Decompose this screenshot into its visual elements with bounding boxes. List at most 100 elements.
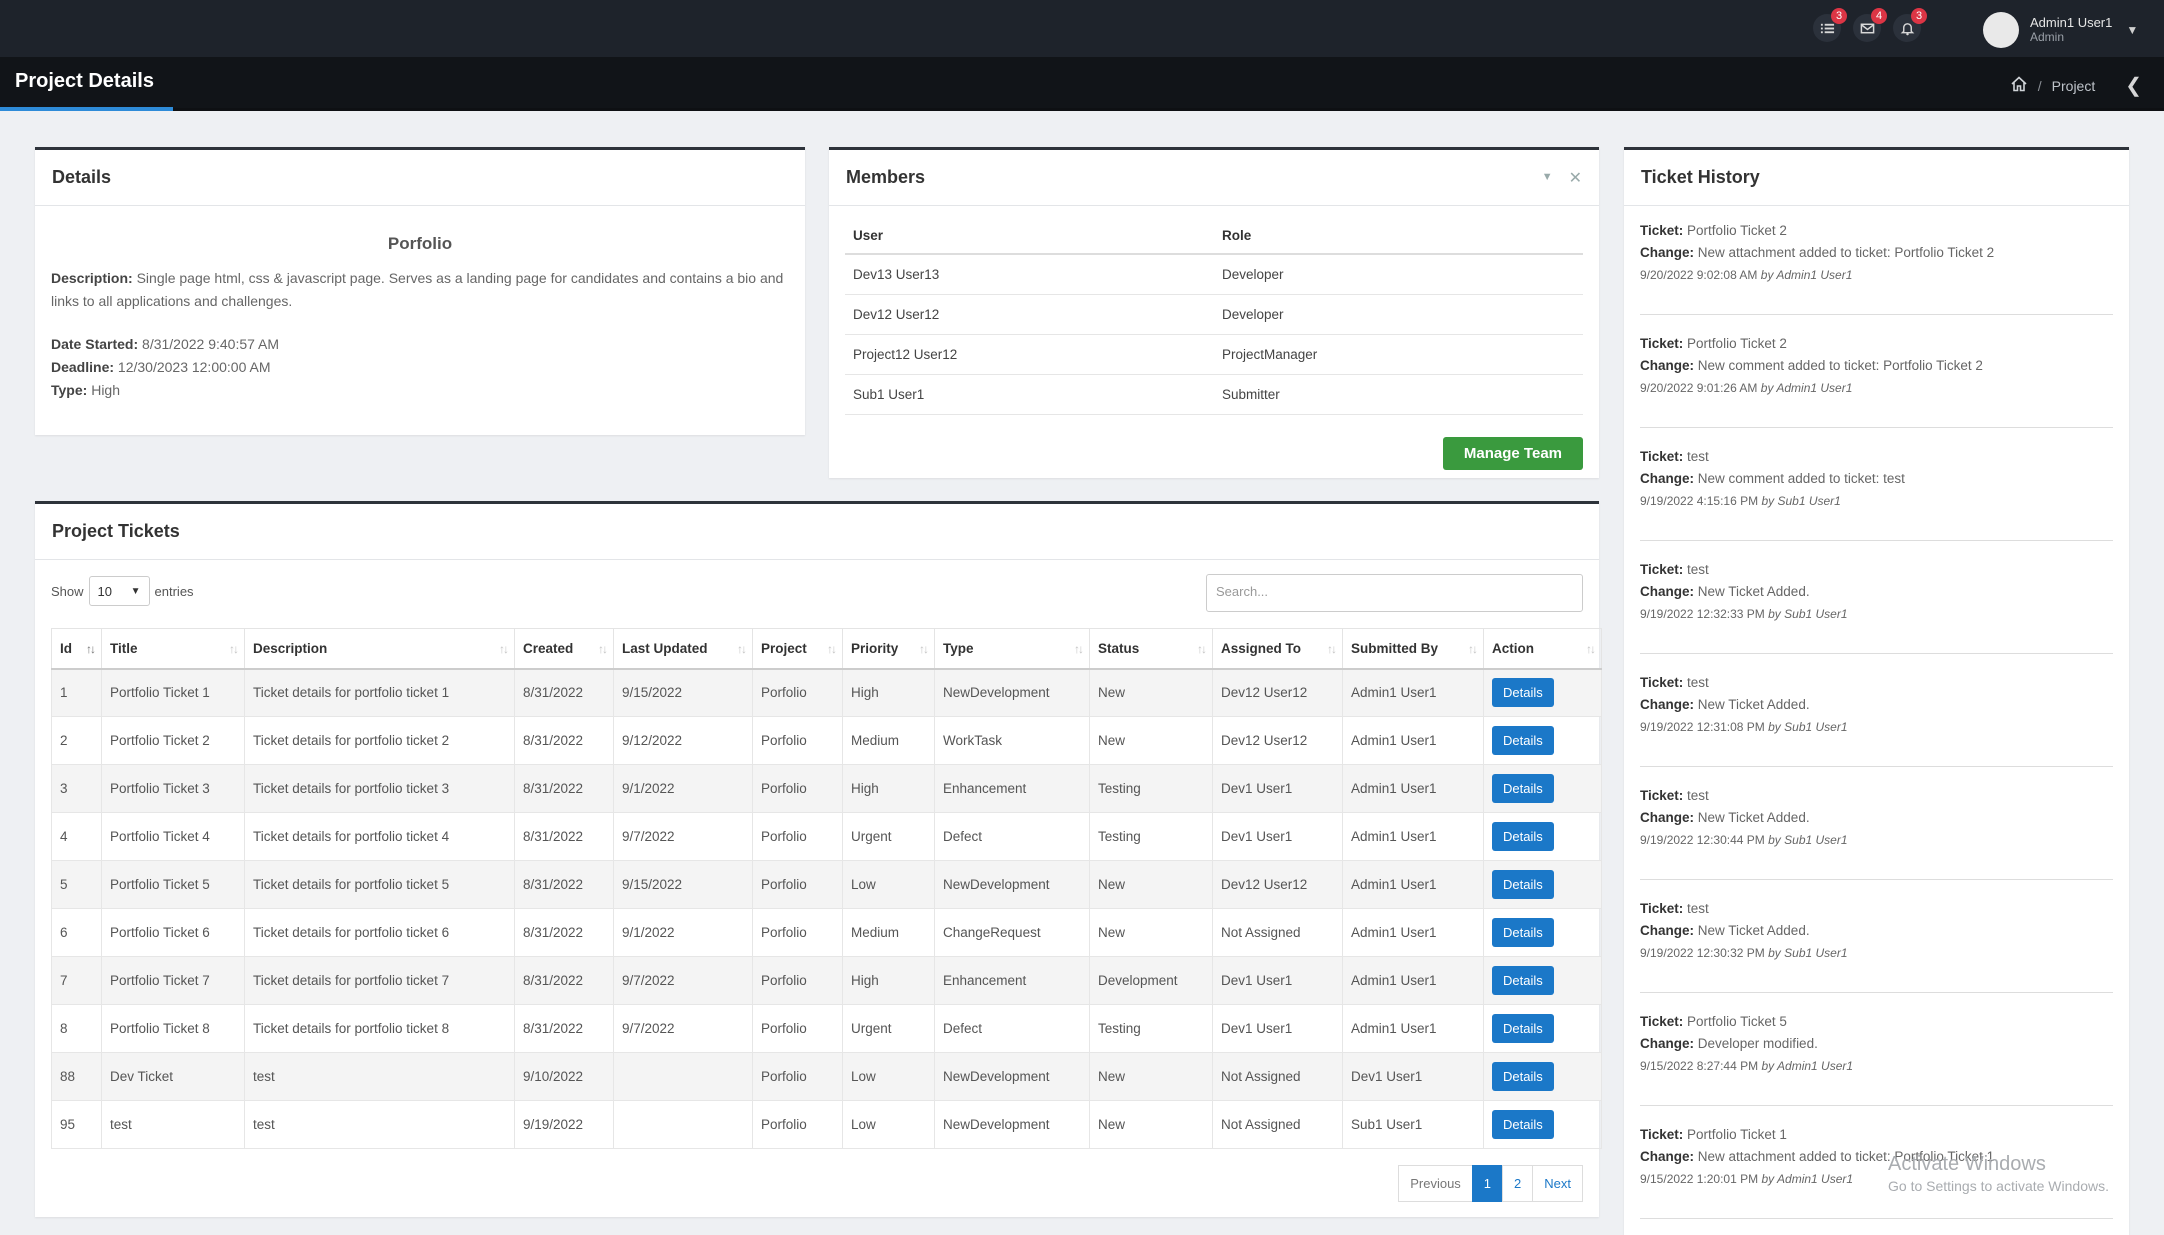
history-change-value: New comment added to ticket: Portfolio T…	[1697, 358, 1983, 373]
ticket-submitted-by: Sub1 User1	[1342, 1100, 1484, 1149]
close-icon[interactable]: ✕	[1568, 169, 1582, 187]
member-row: Dev13 User13 Developer	[845, 254, 1583, 295]
watermark-line1: Activate Windows	[1888, 1153, 2046, 1175]
col-created[interactable]: Created ↑↓	[514, 628, 614, 670]
history-timestamp: 9/15/2022 8:27:44 PM by Admin1 User1	[1640, 1055, 2113, 1077]
col-priority[interactable]: Priority ↑↓	[842, 628, 935, 670]
page-2-button[interactable]: 2	[1502, 1165, 1534, 1202]
search-input[interactable]: Search...	[1206, 574, 1583, 612]
breadcrumb-project[interactable]: Project	[2051, 77, 2096, 94]
notifications-badge: 3	[1911, 8, 1927, 24]
details-button[interactable]: Details	[1492, 1110, 1554, 1139]
details-button[interactable]: Details	[1492, 1014, 1554, 1043]
col-description[interactable]: Description ↑↓	[244, 628, 515, 670]
chevron-down-icon[interactable]: ▼	[2126, 23, 2139, 37]
col-title[interactable]: Title ↑↓	[101, 628, 245, 670]
col-id[interactable]: Id ↑↓	[51, 628, 102, 670]
ticket-label: Ticket:	[1640, 336, 1684, 351]
history-item: Ticket: test Change: New Ticket Added. 9/1…	[1640, 672, 2113, 767]
date-started-value: 8/31/2022 9:40:57 AM	[142, 336, 280, 352]
ticket-created: 8/31/2022	[514, 716, 614, 765]
history-timestamp: 9/20/2022 9:02:08 AM by Admin1 User1	[1640, 264, 2113, 286]
breadcrumb: / Project ❮	[2010, 73, 2142, 98]
members-col-user[interactable]: User	[845, 218, 1214, 255]
details-button[interactable]: Details	[1492, 774, 1554, 803]
details-button[interactable]: Details	[1492, 678, 1554, 708]
history-change: Change: New Ticket Added.	[1640, 694, 2113, 716]
col-type[interactable]: Type ↑↓	[934, 628, 1090, 670]
history-ticket-value: test	[1687, 562, 1709, 577]
sort-icon: ↑↓	[229, 642, 239, 656]
col-id-label: Id	[60, 640, 72, 656]
ticket-description: Ticket details for portfolio ticket 3	[244, 764, 515, 813]
history-by-label: by	[1768, 833, 1781, 847]
ticket-action: Details	[1483, 812, 1602, 861]
ticket-type: Enhancement	[934, 956, 1090, 1005]
previous-button[interactable]: Previous	[1398, 1165, 1473, 1202]
history-ticket: Ticket: Portfolio Ticket 1	[1640, 1124, 2113, 1146]
tickets-card-header: Project Tickets	[35, 504, 1599, 560]
top-navbar: 3 4 3 Admin1 User1 Admin ▼	[0, 0, 2164, 57]
col-assigned-to[interactable]: Assigned To ↑↓	[1212, 628, 1343, 670]
col-status[interactable]: Status ↑↓	[1089, 628, 1213, 670]
details-button[interactable]: Details	[1492, 726, 1554, 755]
next-button[interactable]: Next	[1532, 1165, 1583, 1202]
ticket-priority: High	[842, 668, 935, 717]
sort-icon: ↑↓	[1197, 642, 1207, 656]
history-time-value: 9/15/2022 1:20:01 PM	[1640, 1172, 1759, 1186]
history-ticket-value: test	[1687, 675, 1709, 690]
home-icon[interactable]	[2010, 75, 2028, 96]
ticket-last-updated: 9/7/2022	[613, 956, 753, 1005]
col-submitted-by[interactable]: Submitted By ↑↓	[1342, 628, 1484, 670]
collapse-icon[interactable]: ▼	[1541, 170, 1553, 183]
col-action[interactable]: Action ↑↓	[1483, 628, 1602, 670]
entries-select[interactable]: 10 ▼	[88, 576, 150, 606]
ticket-status: New	[1089, 668, 1213, 717]
ticket-priority: Low	[842, 1052, 935, 1101]
tasks-button[interactable]: 3	[1813, 8, 1847, 42]
ticket-description: Ticket details for portfolio ticket 7	[244, 956, 515, 1005]
history-ticket-value: Portfolio Ticket 2	[1687, 336, 1787, 351]
history-time-value: 9/20/2022 9:01:26 AM	[1640, 381, 1758, 395]
history-by-label: by	[1760, 381, 1774, 395]
ticket-last-updated: 9/1/2022	[613, 908, 753, 957]
page-1-button[interactable]: 1	[1471, 1165, 1504, 1202]
details-button[interactable]: Details	[1492, 966, 1554, 995]
table-row: 7 Portfolio Ticket 7 Ticket details for po…	[51, 956, 1602, 1005]
ticket-created: 8/31/2022	[514, 812, 614, 861]
details-button[interactable]: Details	[1492, 918, 1554, 947]
history-ticket-value: Portfolio Ticket 1	[1687, 1127, 1787, 1142]
ticket-status: New	[1089, 1100, 1213, 1149]
details-button[interactable]: Details	[1492, 1062, 1554, 1091]
members-col-role[interactable]: Role	[1214, 218, 1583, 255]
history-user: Sub1 User1	[1784, 607, 1848, 621]
description-label: Description:	[51, 270, 133, 286]
col-last-updated[interactable]: Last Updated ↑↓	[613, 628, 753, 670]
ticket-project: Porfolio	[752, 1100, 843, 1149]
members-card: Members ▼ ✕ User Role Dev13 User13 Develo…	[829, 147, 1599, 478]
chevron-left-icon[interactable]: ❮	[2125, 75, 2142, 97]
col-project[interactable]: Project ↑↓	[752, 628, 843, 670]
col-status-label: Status	[1098, 640, 1140, 656]
messages-button[interactable]: 4	[1853, 8, 1887, 42]
details-button[interactable]: Details	[1492, 822, 1554, 851]
history-ticket: Ticket: test	[1640, 898, 2113, 920]
notifications-button[interactable]: 3	[1893, 8, 1927, 42]
history-item: Ticket: Portfolio Ticket 1 Change: New at…	[1640, 1124, 2113, 1219]
navbar-icons: 3 4 3	[1813, 8, 1927, 42]
user-menu[interactable]: Admin1 User1 Admin ▼	[1983, 12, 2138, 48]
change-label: Change:	[1640, 584, 1694, 599]
ticket-type: ChangeRequest	[934, 908, 1090, 957]
sort-icon: ↑↓	[86, 642, 96, 656]
card-tools: ▼ ✕	[1542, 168, 1582, 188]
table-row: 4 Portfolio Ticket 4 Ticket details for po…	[51, 812, 1602, 861]
member-row: Sub1 User1 Submitter	[845, 374, 1583, 415]
details-button[interactable]: Details	[1492, 870, 1554, 899]
manage-team-button[interactable]: Manage Team	[1442, 437, 1583, 470]
history-by-label: by	[1761, 1172, 1775, 1186]
member-role: Developer	[1214, 294, 1583, 335]
history-change-value: New Ticket Added.	[1697, 697, 1810, 712]
history-change-value: New comment added to ticket: test	[1697, 471, 1905, 486]
ticket-label: Ticket:	[1640, 1014, 1684, 1029]
ticket-description: test	[244, 1052, 515, 1101]
